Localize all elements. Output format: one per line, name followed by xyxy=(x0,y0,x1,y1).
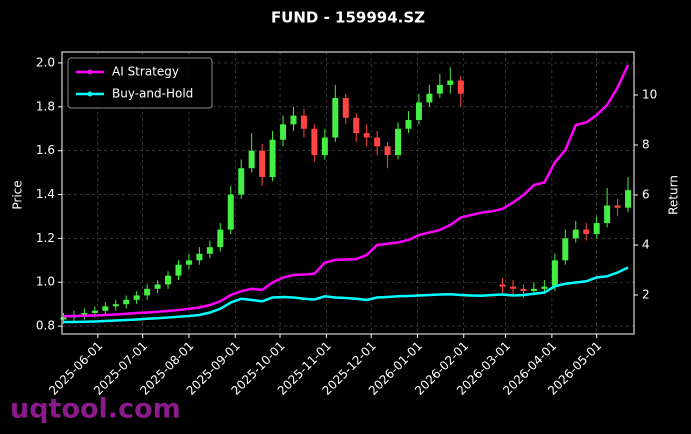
legend-marker xyxy=(87,69,93,75)
candle-body xyxy=(572,229,579,239)
candle-body xyxy=(290,115,297,125)
candle-body xyxy=(374,137,381,147)
candle-body xyxy=(593,223,600,235)
candle-body xyxy=(604,205,611,224)
y-tick-label: 2.0 xyxy=(36,55,55,69)
chart-title: FUND - 159994.SZ xyxy=(271,9,425,27)
candle-body xyxy=(238,168,245,195)
y2-tick-label: 4 xyxy=(642,238,650,252)
y-tick-label: 1.6 xyxy=(36,143,55,157)
candle-body xyxy=(102,306,109,311)
y-tick-label: 1.2 xyxy=(36,231,55,245)
candle-body xyxy=(112,304,119,307)
candle-body xyxy=(248,150,255,169)
candle-body xyxy=(384,146,391,156)
line-series xyxy=(63,64,630,318)
candle-body xyxy=(415,102,422,120)
candle-body xyxy=(405,119,412,129)
candle-body xyxy=(321,137,328,156)
y2-tick-label: 8 xyxy=(642,138,650,152)
candle-body xyxy=(259,150,266,177)
candle-body xyxy=(300,115,307,129)
plot-frame xyxy=(61,51,635,335)
candle-body xyxy=(541,286,548,289)
y2-tick-label: 6 xyxy=(642,188,650,202)
legend-box xyxy=(67,57,213,109)
candle-body xyxy=(520,288,527,292)
candle-body xyxy=(510,286,517,289)
y-axis-label: Price xyxy=(11,180,25,209)
candle-body xyxy=(562,238,569,261)
candle-body xyxy=(499,284,506,287)
candle-body xyxy=(206,247,213,254)
candle-body xyxy=(123,299,130,305)
y-tick-label: 1.0 xyxy=(36,275,55,289)
candle-body xyxy=(332,98,339,138)
candle-body xyxy=(625,190,632,208)
candle-body xyxy=(457,80,464,94)
candle-body xyxy=(175,264,182,276)
candle-body xyxy=(363,133,370,138)
candle-body xyxy=(353,117,360,134)
candle-body xyxy=(144,288,151,296)
y2-axis-label: Return xyxy=(667,175,681,215)
candle-body xyxy=(227,194,234,230)
candle-body xyxy=(91,310,98,313)
candle-body xyxy=(447,80,454,85)
candle-body xyxy=(583,229,590,235)
candle-body xyxy=(165,275,172,285)
candle-body xyxy=(436,84,443,94)
candle-body xyxy=(426,93,433,103)
candle-body xyxy=(551,260,558,287)
candle-body xyxy=(185,260,192,265)
candle-body xyxy=(217,229,224,248)
candle-body xyxy=(311,128,318,156)
y-tick-label: 1.4 xyxy=(36,187,55,201)
candle-body xyxy=(280,124,287,140)
candle-body xyxy=(614,205,621,208)
legend-marker xyxy=(87,91,93,97)
candle-body xyxy=(530,288,537,292)
candle-body xyxy=(342,98,349,118)
legend-label: AI Strategy xyxy=(112,65,179,79)
y2-tick-label: 10 xyxy=(642,88,657,102)
candle-body xyxy=(154,284,161,289)
candle-body xyxy=(196,253,203,261)
legend-label: Buy-and-Hold xyxy=(112,87,193,101)
watermark: uqtool.com xyxy=(10,394,181,425)
candle-body xyxy=(60,317,67,320)
candle-body xyxy=(133,295,140,300)
y2-tick-label: 2 xyxy=(642,288,650,302)
candle-body xyxy=(81,312,88,316)
y-tick-label: 0.8 xyxy=(36,319,55,333)
candle-body xyxy=(395,128,402,156)
y-tick-label: 1.8 xyxy=(36,99,55,113)
candle-body xyxy=(269,139,276,177)
line-series xyxy=(63,266,629,324)
